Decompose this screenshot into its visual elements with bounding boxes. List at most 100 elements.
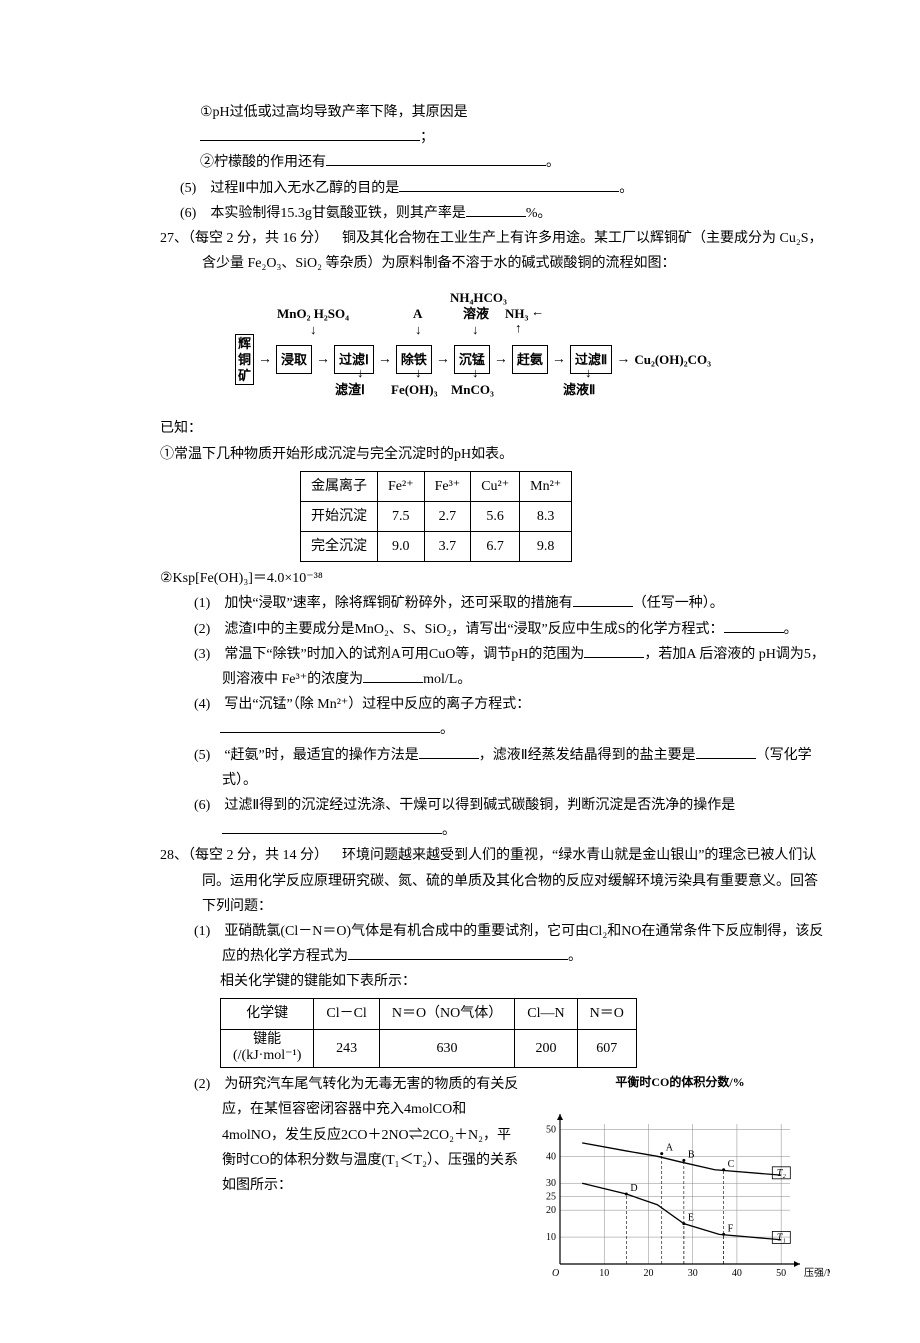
q-prev-item5: (5) 过程Ⅱ中加入无水乙醇的目的是 。	[160, 176, 830, 201]
arrow-right-icon: →	[436, 347, 450, 372]
q27-i2a: (2) 滤渣Ⅰ中的主要成分是MnO₂、S、SiO₂，请写出“浸取”反应中生成S的…	[194, 622, 724, 637]
q28-i1b: 。	[568, 949, 582, 964]
q-prev-semicolon: ；	[420, 130, 434, 145]
arrow-right-icon: →	[494, 347, 508, 372]
q27-i1: (1) 加快“浸取”速率，除将辉铜矿粉碎外，还可采取的措施有 （任写一种）。	[160, 591, 830, 616]
table-row: 化学键 Cl－Cl N＝O（NO气体） Cl—N N＝O	[221, 999, 637, 1029]
q27-i3a: (3) 常温下“除铁”时加入的试剂A可用CuO等，调节pH的范围为	[194, 647, 584, 662]
bond-th-4: N＝O	[577, 999, 636, 1029]
svg-text:40: 40	[546, 1151, 556, 1162]
svg-text:30: 30	[546, 1178, 556, 1189]
item6-text-a: (6) 本实验制得15.3g甘氨酸亚铁，则其产率是	[180, 206, 466, 221]
blank-field	[348, 946, 568, 960]
table-row: 开始沉淀 7.5 2.7 5.6 8.3	[301, 501, 572, 531]
q27-ph-table: 金属离子 Fe²⁺ Fe³⁺ Cu²⁺ Mn²⁺ 开始沉淀 7.5 2.7 5.…	[300, 471, 572, 563]
q27-i6a: (6) 过滤Ⅱ得到的沉淀经过洗涤、干燥可以得到碱式碳酸铜，判断沉淀是否洗净的操作…	[194, 798, 735, 813]
q28-i1: (1) 亚硝酰氯(Cl－N＝O)气体是有机合成中的重要试剂，它可由Cl₂和NO在…	[160, 919, 830, 969]
ph-r2-4: 9.8	[520, 532, 572, 562]
ph-r2-2: 3.7	[424, 532, 471, 562]
q27-head: 27、（每空 2 分，共 16 分） 铜及其化合物在工业生产上有许多用途。某工厂…	[160, 226, 830, 276]
blank-field	[696, 745, 756, 759]
q28-bond-table: 化学键 Cl－Cl N＝O（NO气体） Cl—N N＝O 键能 (/(kJ·mo…	[220, 998, 637, 1068]
svg-text:20: 20	[546, 1205, 556, 1216]
svg-text:30: 30	[688, 1268, 698, 1279]
q27-i2: (2) 滤渣Ⅰ中的主要成分是MnO₂、S、SiO₂，请写出“浸取”反应中生成S的…	[160, 617, 830, 642]
q28-i2-wrapper: (2) 为研究汽车尾气转化为无毒无害的物质的有关反应，在某恒容密闭容器中充入4m…	[160, 1072, 830, 1303]
svg-text:O: O	[552, 1268, 559, 1279]
q28-chart-container: 平衡时CO的体积分数/% 1020253040501020304050O压强/M…	[530, 1072, 830, 1303]
svg-text:压强/MPa: 压强/MPa	[804, 1267, 830, 1279]
bond-v-3: 607	[577, 1029, 636, 1068]
svg-text:10: 10	[546, 1232, 556, 1243]
table-row: 键能 (/(kJ·mol⁻¹) 243 630 200 607	[221, 1029, 637, 1068]
blank-field	[399, 178, 619, 192]
q-prev-text3: ②柠檬酸的作用还有	[200, 155, 326, 170]
q27-i5a: (5) “赶氨”时，最适宜的操作方法是	[194, 748, 419, 763]
svg-text:10: 10	[599, 1268, 609, 1279]
q27-i1b: （任写一种）。	[633, 596, 724, 611]
q27-i1a: (1) 加快“浸取”速率，除将辉铜矿粉碎外，还可采取的措施有	[194, 596, 573, 611]
flow-ore-1: 辉	[238, 336, 251, 352]
bond-label-a: 键能	[253, 1032, 281, 1047]
svg-text:50: 50	[546, 1124, 556, 1135]
ph-r2-0: 完全沉淀	[301, 532, 378, 562]
ph-th-0: 金属离子	[301, 471, 378, 501]
q-prev-line2: ；	[160, 125, 830, 150]
flow-node-drivenh3: 赶氨	[512, 345, 548, 374]
q27-i4: (4) 写出“沉锰”（除 Mn²⁺）过程中反应的离子方程式：	[160, 692, 830, 717]
bond-th-0: 化学键	[221, 999, 314, 1029]
q28-i2-text: (2) 为研究汽车尾气转化为无毒无害的物质的有关反应，在某恒容密闭容器中充入4m…	[160, 1072, 520, 1198]
q27-i3: (3) 常温下“除铁”时加入的试剂A可用CuO等，调节pH的范围为，若加A 后溶…	[160, 642, 830, 692]
q27-known: 已知：	[160, 416, 830, 441]
blank-field	[363, 669, 423, 683]
svg-text:F: F	[728, 1223, 734, 1234]
blank-field	[573, 593, 633, 607]
q27-flowchart: MnO₂ H₂SO₄ ↓ A ↓ NH₄HCO₃ 溶液 ↓ NH₃ → ↓ 辉 …	[235, 286, 755, 406]
q27-head-text: 27、（每空 2 分，共 16 分） 铜及其化合物在工业生产上有许多用途。某工厂…	[160, 231, 823, 271]
flow-ore-3: 矿	[238, 368, 251, 384]
q27-i6: (6) 过滤Ⅱ得到的沉淀经过洗涤、干燥可以得到碱式碳酸铜，判断沉淀是否洗净的操作…	[160, 793, 830, 843]
svg-text:20: 20	[643, 1268, 653, 1279]
blank-field	[220, 719, 440, 733]
ph-th-4: Mn²⁺	[520, 471, 572, 501]
q27-i6b: 。	[442, 823, 456, 838]
arrow-right-icon: →	[258, 347, 272, 372]
item5-end: 。	[619, 181, 633, 196]
item5-text: (5) 过程Ⅱ中加入无水乙醇的目的是	[180, 181, 399, 196]
flow-node-removefe: 除铁	[396, 345, 432, 374]
blank-field	[419, 745, 479, 759]
svg-text:A: A	[666, 1142, 674, 1153]
svg-text:B: B	[688, 1149, 695, 1160]
bond-label: 键能 (/(kJ·mol⁻¹)	[221, 1029, 314, 1068]
ph-r2-3: 6.7	[471, 532, 520, 562]
ph-th-1: Fe²⁺	[378, 471, 425, 501]
flow-product: Cu₂(OH)₂CO₃	[634, 348, 711, 371]
blank-field	[466, 203, 526, 217]
bond-v-2: 200	[515, 1029, 577, 1068]
flow-bottom-mnco3: MnCO₃	[451, 378, 494, 401]
flow-node-ore: 辉 铜 矿	[235, 334, 254, 385]
q28-head-text: 28、（每空 2 分，共 14 分） 环境问题越来越受到人们的重视，“绿水青山就…	[160, 848, 818, 913]
bond-th-3: Cl—N	[515, 999, 577, 1029]
blank-field	[222, 820, 442, 834]
q27-i3c: mol/L。	[423, 672, 471, 687]
q27-i5: (5) “赶氨”时，最适宜的操作方法是，滤液Ⅱ经蒸发结晶得到的盐主要是（写化学式…	[160, 743, 830, 793]
q27-i4a: (4) 写出“沉锰”（除 Mn²⁺）过程中反应的离子方程式：	[194, 697, 530, 712]
bond-v-0: 243	[314, 1029, 379, 1068]
q28-chart-svg: 1020253040501020304050O压强/MPaT₂T₁ABCDEF	[530, 1094, 830, 1294]
svg-text:D: D	[630, 1183, 637, 1194]
table-row: 金属离子 Fe²⁺ Fe³⁺ Cu²⁺ Mn²⁺	[301, 471, 572, 501]
bond-label-b: (/(kJ·mol⁻¹)	[233, 1048, 301, 1063]
blank-field	[584, 644, 644, 658]
q27-i4b: 。	[440, 722, 454, 737]
q28-chart-title: 平衡时CO的体积分数/%	[530, 1072, 830, 1094]
ph-r1-3: 5.6	[471, 501, 520, 531]
flow-node-filter1: 过滤Ⅰ	[334, 345, 374, 374]
arrow-right-icon: →	[552, 347, 566, 372]
arrow-right-icon: →	[616, 347, 630, 372]
q27-i5b: ，滤液Ⅱ经蒸发结晶得到的盐主要是	[479, 748, 696, 763]
svg-text:40: 40	[732, 1268, 742, 1279]
q27-i2b: 。	[784, 622, 798, 637]
svg-text:E: E	[688, 1212, 694, 1223]
svg-text:50: 50	[776, 1268, 786, 1279]
